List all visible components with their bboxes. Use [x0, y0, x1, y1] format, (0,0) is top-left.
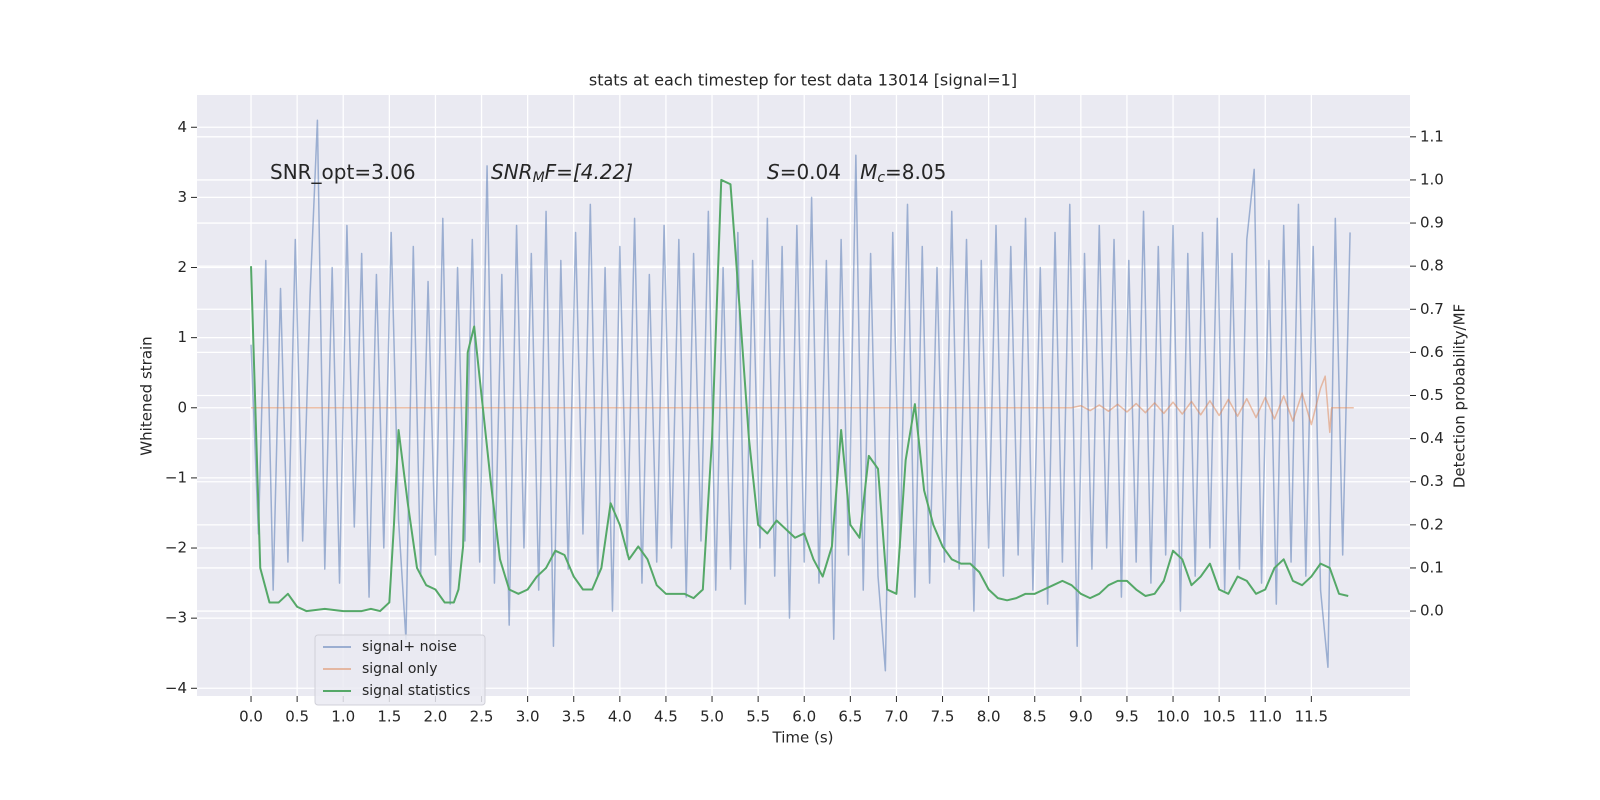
- y2-tick-label: 0.3: [1420, 472, 1444, 490]
- legend-label: signal only: [362, 661, 437, 677]
- y-axis-label: Whitened strain: [138, 336, 156, 455]
- annotation-part: M: [860, 160, 877, 184]
- y2-tick-label: 0.8: [1420, 257, 1444, 275]
- chart-title: stats at each timestep for test data 130…: [589, 71, 1017, 90]
- annotation: SNR_opt=3.06: [270, 160, 416, 184]
- x-tick-label: 1.5: [377, 708, 401, 726]
- annotation-part: SNR: [491, 160, 533, 184]
- x-tick-label: 0.0: [239, 708, 263, 726]
- x-axis-label: Time (s): [772, 729, 834, 747]
- x-tick-label: 7.0: [885, 708, 909, 726]
- annotation: S=0.04 Mc=8.05: [767, 160, 946, 187]
- series-line: [251, 375, 1354, 434]
- y-tick-label: −2: [165, 539, 187, 557]
- y2-tick-label: 0.2: [1420, 515, 1444, 533]
- y2-tick-label: 0.9: [1420, 214, 1444, 232]
- y2-tick-label: 1.0: [1420, 170, 1444, 188]
- annotation-part: SNR_opt=3.06: [270, 160, 416, 184]
- annotation-part: c: [877, 170, 885, 186]
- y-tick-label: 4: [177, 118, 187, 136]
- x-tick-label: 1.0: [331, 708, 355, 726]
- annotation-part: =0.04: [780, 160, 860, 184]
- legend-label: signal+ noise: [362, 639, 457, 655]
- x-tick-label: 11.0: [1249, 708, 1282, 726]
- annotation-part: M: [533, 170, 545, 186]
- legend-label: signal statistics: [362, 683, 470, 699]
- x-tick-label: 4.0: [608, 708, 632, 726]
- legend-box: [314, 634, 486, 706]
- y-tick-label: 1: [177, 328, 187, 346]
- x-tick-label: 0.5: [285, 708, 309, 726]
- x-tick-label: 8.0: [977, 708, 1001, 726]
- x-tick-label: 9.5: [1115, 708, 1139, 726]
- x-tick-label: 7.5: [931, 708, 955, 726]
- y2-axis-label: Detection probability/MF: [1451, 304, 1469, 488]
- y-tick-label: −1: [165, 468, 187, 486]
- y-tick-label: 3: [177, 188, 187, 206]
- y-tick-label: 2: [177, 258, 187, 276]
- marks: [250, 119, 1354, 672]
- x-tick-label: 2.5: [470, 708, 494, 726]
- legend: signal+ noise signal only signal statistic…: [314, 634, 486, 706]
- annotation-part: S: [767, 160, 780, 184]
- x-tick-label: 10.5: [1202, 708, 1235, 726]
- y2-tick-label: 0.6: [1420, 343, 1444, 361]
- x-tick-label: 5.0: [700, 708, 724, 726]
- x-tick-label: 10.0: [1156, 708, 1189, 726]
- y2-tick-label: 0.0: [1420, 602, 1444, 620]
- x-tick-label: 4.5: [654, 708, 678, 726]
- x-tick-label: 11.5: [1295, 708, 1328, 726]
- y2-tick-label: 0.1: [1420, 558, 1444, 576]
- x-tick-label: 2.0: [424, 708, 448, 726]
- y-tick-label: −3: [165, 609, 187, 627]
- y-tick-label: −4: [165, 679, 187, 697]
- annotation: SNRMF=[4.22]: [491, 160, 633, 187]
- y-tick-label: 0: [177, 398, 187, 416]
- series-line: [250, 178, 1349, 613]
- x-tick-label: 6.5: [838, 708, 862, 726]
- x-tick-label: 8.5: [1023, 708, 1047, 726]
- series-line: [250, 119, 1351, 672]
- x-tick-label: 9.0: [1069, 708, 1093, 726]
- y2-tick-label: 0.7: [1420, 300, 1444, 318]
- annotation-part: F=[4.22]: [545, 160, 633, 184]
- x-tick-label: 3.0: [516, 708, 540, 726]
- y2-tick-label: 1.1: [1420, 127, 1444, 145]
- y2-tick-label: 0.4: [1420, 429, 1444, 447]
- y2-tick-label: 0.5: [1420, 386, 1444, 404]
- x-tick-label: 5.5: [746, 708, 770, 726]
- annotation-part: =8.05: [885, 160, 946, 184]
- overlay: 0.0 0.5 1.0 1.5 2.0 2.5 3.0 3.5 4.0 4.5 5.0 5.5 6.0 6…: [165, 118, 1444, 726]
- x-tick-label: 6.0: [792, 708, 816, 726]
- x-tick-label: 3.5: [562, 708, 586, 726]
